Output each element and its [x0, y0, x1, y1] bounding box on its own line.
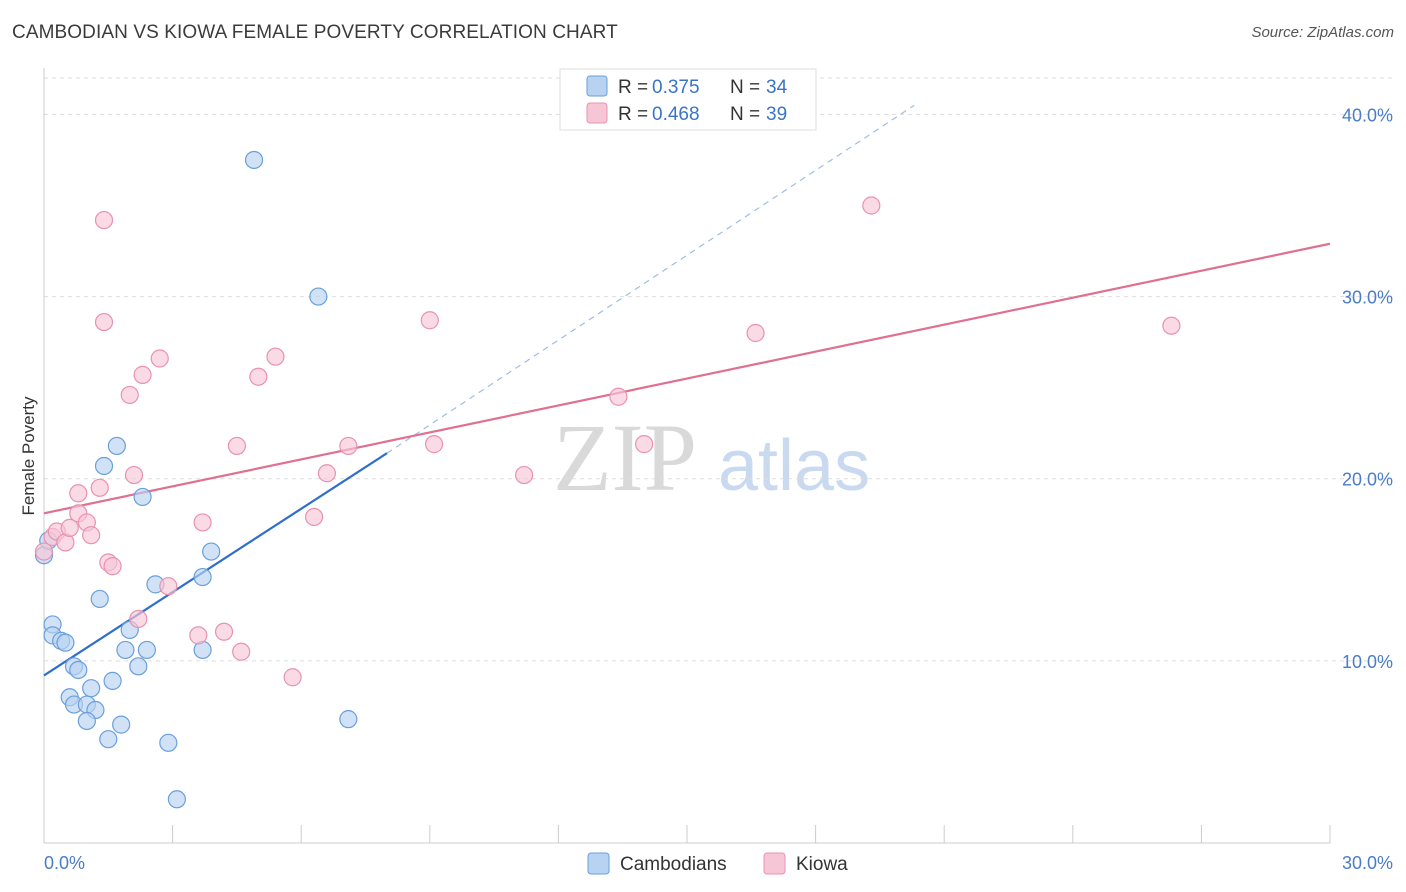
cambodian-trend-line	[43, 452, 388, 677]
stats-n-label-kiowa: N =	[730, 104, 760, 125]
kiowa-point	[1162, 316, 1181, 335]
legend-label-cambodians: Cambodians	[620, 854, 727, 875]
kiowa-point	[635, 435, 654, 454]
kiowa-point	[94, 312, 114, 332]
stats-legend-swatch-cambodians	[586, 75, 608, 97]
x-tick-min: 0.0%	[44, 853, 85, 873]
axes	[43, 68, 1331, 844]
kiowa-point	[304, 507, 324, 527]
chart-title: CAMBODIAN VS KIOWA FEMALE POVERTY CORREL…	[12, 22, 618, 43]
kiowa-point	[214, 622, 234, 641]
kiowa-point	[189, 626, 208, 645]
stats-n-value-cambodians: 34	[766, 77, 788, 98]
y-tick-label: 40.0%	[1342, 105, 1393, 125]
stats-n-label-cambodians: N =	[730, 77, 760, 98]
kiowa-point	[609, 387, 628, 406]
kiowa-point	[129, 609, 148, 629]
cambodian-point	[90, 589, 109, 609]
legend-swatch-kiowa	[763, 852, 786, 875]
series-legend: Cambodians Kiowa	[587, 852, 848, 875]
kiowa-point	[515, 465, 534, 485]
kiowa-point	[317, 464, 337, 483]
cambodian-point	[69, 660, 88, 680]
kiowa-point	[193, 513, 212, 532]
cambodian-point	[244, 150, 264, 170]
kiowa-point	[94, 210, 114, 230]
kiowa-point	[82, 526, 101, 545]
stats-r-value-kiowa: 0.468	[652, 104, 700, 125]
cambodian-point	[82, 679, 101, 698]
x-tick-max: 30.0%	[1342, 853, 1393, 873]
watermark-atlas: atlas	[718, 426, 870, 506]
cambodian-point	[167, 790, 186, 809]
cambodian-point	[77, 711, 96, 731]
cambodian-point	[137, 640, 156, 660]
cambodian-point	[107, 436, 126, 456]
cambodian-point	[133, 487, 152, 507]
kiowa-point	[746, 323, 765, 343]
watermark: ZIP atlas	[553, 404, 870, 511]
stats-legend-swatch-kiowa	[586, 102, 608, 124]
cambodian-point	[339, 710, 358, 729]
cambodian-point	[94, 456, 114, 476]
kiowa-point	[862, 196, 881, 215]
kiowa-point	[266, 347, 285, 366]
kiowa-point	[69, 484, 88, 503]
kiowa-point	[424, 435, 444, 454]
cambodian-point	[103, 671, 122, 690]
y-tick-label: 10.0%	[1342, 652, 1393, 672]
kiowa-trend-line	[43, 242, 1331, 515]
legend-swatch-cambodians	[587, 852, 610, 875]
y-tick-labels: 10.0% 20.0% 30.0% 40.0%	[1342, 105, 1393, 671]
watermark-zip: ZIP	[553, 404, 697, 511]
cambodian-point	[309, 287, 328, 306]
cambodian-point	[193, 567, 212, 587]
kiowa-point	[227, 436, 246, 456]
kiowa-point	[103, 557, 122, 576]
cambodian-point	[99, 730, 118, 749]
stats-r-value-cambodians: 0.375	[652, 77, 700, 98]
kiowa-point	[34, 542, 54, 561]
cambodian-point	[56, 633, 75, 652]
cambodian-point	[116, 640, 135, 660]
cambodian-trend-extension	[386, 104, 915, 454]
stats-r-label-kiowa: R =	[618, 104, 648, 125]
kiowa-point	[124, 465, 144, 485]
kiowa-point	[60, 518, 79, 537]
kiowa-point	[232, 642, 251, 661]
cambodian-point	[159, 733, 178, 752]
data-points	[34, 150, 1181, 809]
y-tick-label: 30.0%	[1342, 288, 1393, 308]
stats-legend: R = 0.375 N = 34 R = 0.468 N = 39	[559, 68, 817, 131]
stats-r-label-cambodians: R =	[618, 77, 648, 98]
source-credit: Source: ZipAtlas.com	[1251, 24, 1394, 41]
kiowa-point	[283, 668, 302, 687]
kiowa-point	[120, 385, 139, 405]
kiowa-point	[339, 436, 358, 456]
cambodian-point	[112, 715, 131, 734]
y-axis-title: Female Poverty	[19, 396, 38, 516]
kiowa-point	[249, 367, 268, 386]
legend-label-kiowa: Kiowa	[796, 854, 848, 875]
trendlines	[43, 104, 1331, 677]
cambodian-point	[129, 657, 148, 676]
y-tick-label: 20.0%	[1342, 470, 1393, 490]
grid	[44, 77, 1393, 662]
stats-n-value-kiowa: 39	[766, 104, 787, 125]
cambodian-point	[202, 542, 221, 561]
kiowa-point	[90, 478, 109, 497]
kiowa-point	[420, 311, 439, 330]
kiowa-point	[159, 577, 178, 596]
kiowa-point	[150, 349, 169, 368]
kiowa-point	[133, 365, 152, 384]
